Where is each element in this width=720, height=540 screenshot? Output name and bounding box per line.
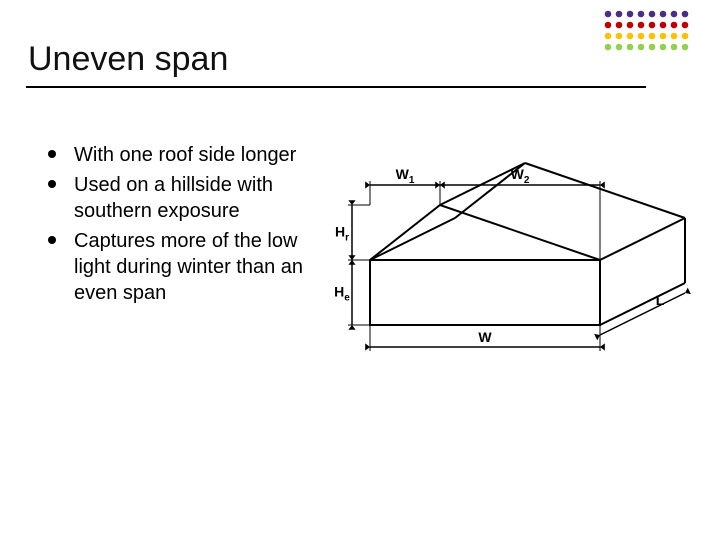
bullet-icon	[48, 236, 56, 244]
svg-text:Hr: Hr	[335, 224, 349, 244]
svg-text:He: He	[334, 284, 350, 304]
bullet-icon	[48, 180, 56, 188]
bullet-text: Captures more of the low light during wi…	[74, 228, 308, 306]
title-underline	[26, 86, 646, 88]
page-title: Uneven span	[28, 40, 228, 79]
svg-text:L: L	[656, 292, 665, 308]
list-item: Captures more of the low light during wi…	[48, 228, 308, 306]
bullet-text: Used on a hillside with southern exposur…	[74, 172, 308, 224]
greenhouse-diagram: W1 W2 Hr He W L	[330, 150, 700, 360]
svg-text:W: W	[478, 329, 492, 345]
bullet-icon	[48, 150, 56, 158]
list-item: Used on a hillside with southern exposur…	[48, 172, 308, 224]
bullet-text: With one roof side longer	[74, 142, 296, 168]
list-item: With one roof side longer	[48, 142, 308, 168]
svg-text:W2: W2	[511, 166, 530, 186]
svg-text:W1: W1	[396, 166, 415, 186]
corner-dots-decoration	[602, 8, 702, 63]
bullet-list: With one roof side longer Used on a hills…	[48, 142, 308, 310]
